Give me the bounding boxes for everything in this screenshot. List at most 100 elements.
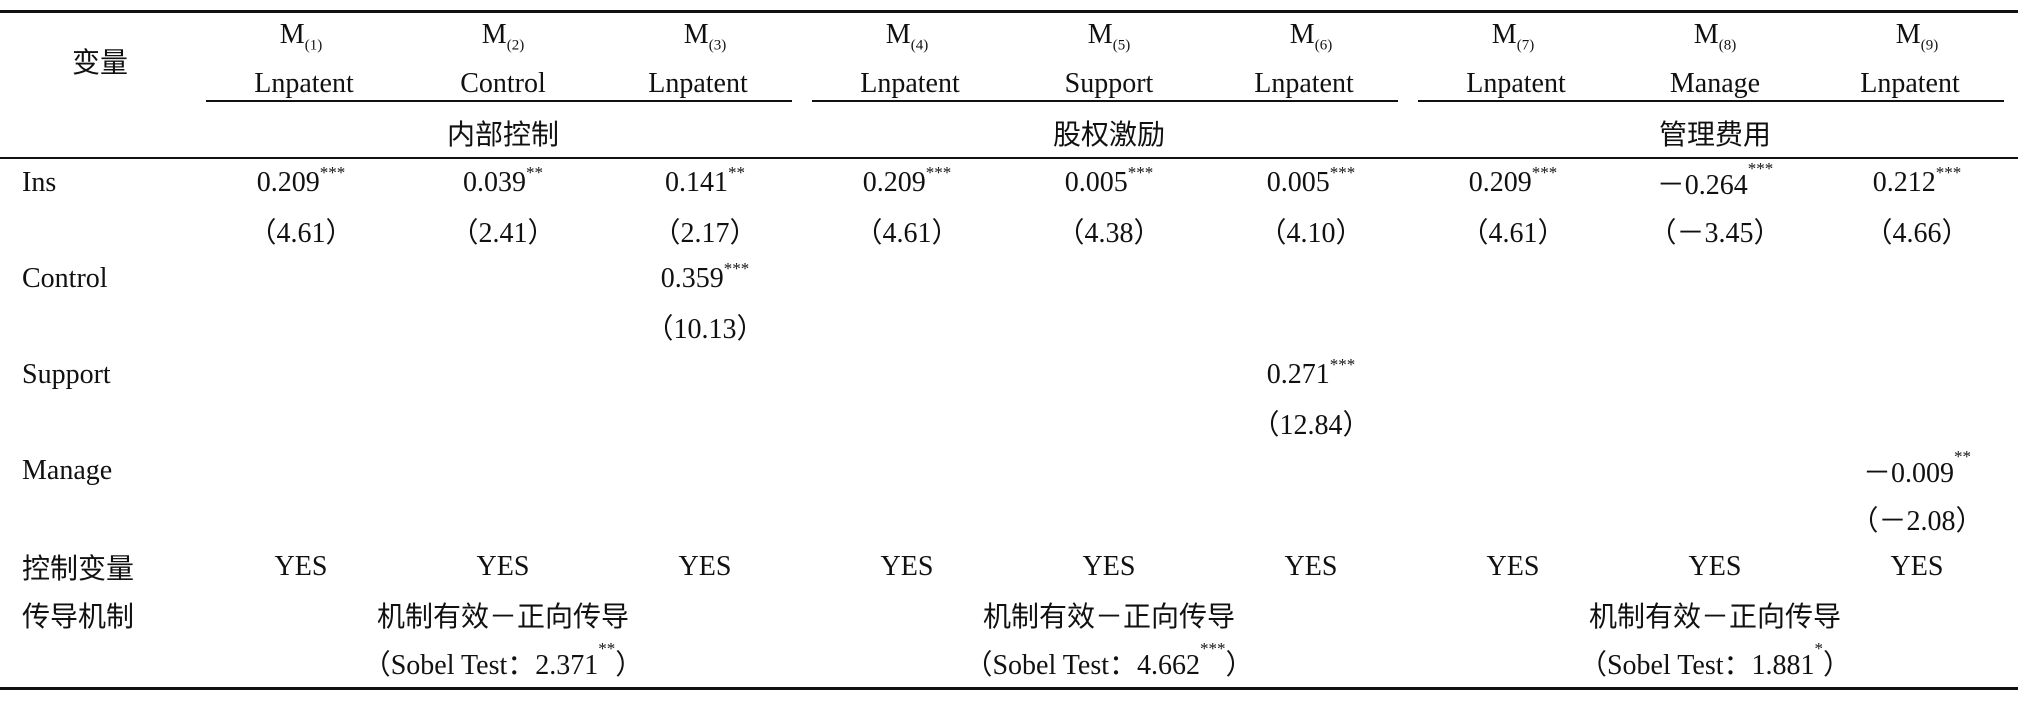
coef-cell xyxy=(1614,447,1816,495)
coef-cell xyxy=(1412,255,1614,303)
coef: 0.209 xyxy=(862,167,926,198)
t-cell xyxy=(806,495,1008,543)
model-letter: M xyxy=(1087,19,1113,51)
dep-cell: Control xyxy=(402,61,604,109)
t-cell xyxy=(200,399,402,447)
t-cell: （4.61） xyxy=(806,207,1008,255)
coef-cell xyxy=(200,351,402,399)
coef-cell: 0.209*** xyxy=(1412,158,1614,207)
sobel-stars: *** xyxy=(1200,639,1226,658)
coef-cell xyxy=(604,447,806,495)
sobel-close: ） xyxy=(1225,650,1254,681)
dep-var: Control xyxy=(402,68,604,102)
model-letter: M xyxy=(1491,19,1517,51)
coef: －0.009 xyxy=(1862,458,1954,489)
model-index: (3) xyxy=(708,37,727,54)
sobel-close: ） xyxy=(1823,650,1852,681)
stub-empty xyxy=(0,207,200,255)
coef-cell: 0.005*** xyxy=(1210,158,1412,207)
coef-cell xyxy=(1210,447,1412,495)
t-cell xyxy=(1008,495,1210,543)
t-cell: （4.61） xyxy=(200,207,402,255)
t-cell xyxy=(402,303,604,351)
dep-cell: Lnpatent xyxy=(806,61,1008,109)
coef-cell xyxy=(604,351,806,399)
model-index: (7) xyxy=(1516,37,1535,54)
stars: *** xyxy=(723,259,750,278)
coef-row: Manage －0.009** xyxy=(0,447,2018,495)
t-cell xyxy=(1210,495,1412,543)
dep-var: Lnpatent xyxy=(206,68,402,102)
t-cell xyxy=(604,495,806,543)
coef-cell xyxy=(1412,351,1614,399)
sobel-cell: （Sobel Test：1.881*） xyxy=(1412,639,2018,690)
stars: *** xyxy=(1747,159,1774,178)
mechanism-row: 传导机制 机制有效－正向传导 机制有效－正向传导 机制有效－正向传导 xyxy=(0,591,2018,639)
model-index: (5) xyxy=(1112,37,1131,54)
dep-cell: Manage xyxy=(1614,61,1816,109)
model-name: M(5) xyxy=(1008,10,1210,61)
coef: 0.359 xyxy=(660,263,724,294)
control-cell: YES xyxy=(1284,551,1338,582)
t-cell: （12.84） xyxy=(1210,399,1412,447)
t-cell: （－2.08） xyxy=(1816,495,2018,543)
t-cell xyxy=(1412,399,1614,447)
t-cell xyxy=(1412,303,1614,351)
stars: ** xyxy=(728,163,745,182)
dep-var: Manage xyxy=(1614,68,1816,102)
stars: *** xyxy=(925,163,952,182)
header-row: 变量 M(1) M(2) M(3) M(4) M(5) M(6) M(7) M(8) M(9) xyxy=(0,10,2018,109)
stub-empty xyxy=(0,495,200,543)
t-row: （10.13） xyxy=(0,303,2018,351)
mechanism-text: 机制有效－正向传导 xyxy=(376,602,629,633)
sobel-stars: ** xyxy=(598,639,616,658)
coef: 0.005 xyxy=(1266,167,1330,198)
coef: 0.039 xyxy=(463,167,526,198)
controls-row: 控制变量 YES YES YES YES YES YES YES YES YES xyxy=(0,543,2018,591)
model-letter: M xyxy=(1693,19,1719,51)
model-letter: M xyxy=(1895,19,1921,51)
stars: ** xyxy=(526,163,543,182)
coef-cell xyxy=(1008,447,1210,495)
model-index: (1) xyxy=(304,37,323,54)
coef-cell xyxy=(1412,447,1614,495)
coef-cell: －0.009** xyxy=(1816,447,2018,495)
coef-cell xyxy=(806,351,1008,399)
t-cell xyxy=(1816,399,2018,447)
sobel-text: （Sobel Test：2.371 xyxy=(362,650,599,681)
row-label: 传导机制 xyxy=(22,602,135,633)
coef-cell xyxy=(402,447,604,495)
t-stat: （12.84） xyxy=(1251,410,1371,441)
control-cell: YES xyxy=(1486,551,1540,582)
coef-row: Ins 0.209*** 0.039** 0.141** 0.209*** 0.005**… xyxy=(0,158,2018,207)
coef-row: Control 0.359*** xyxy=(0,255,2018,303)
coef: 0.005 xyxy=(1064,167,1128,198)
model-index: (8) xyxy=(1718,37,1737,54)
control-cell: YES xyxy=(1890,551,1944,582)
t-cell xyxy=(402,399,604,447)
stars: *** xyxy=(1329,163,1356,182)
control-cell: YES xyxy=(1688,551,1742,582)
row-label: Ins xyxy=(22,167,57,198)
t-cell xyxy=(1008,303,1210,351)
t-stat: （4.38） xyxy=(1056,218,1162,249)
coef-cell: 0.141** xyxy=(604,158,806,207)
coef-cell xyxy=(1008,255,1210,303)
coef-cell xyxy=(402,351,604,399)
t-cell: （4.66） xyxy=(1816,207,2018,255)
coef-cell xyxy=(1816,255,2018,303)
control-cell: YES xyxy=(880,551,934,582)
coef-cell: 0.039** xyxy=(402,158,604,207)
t-cell xyxy=(1614,399,1816,447)
model-letter: M xyxy=(1289,19,1315,51)
group-row: 内部控制 股权激励 管理费用 xyxy=(0,109,2018,159)
t-stat: （4.10） xyxy=(1258,218,1364,249)
t-stat: （－2.08） xyxy=(1850,506,1984,537)
stars: ** xyxy=(1954,447,1971,466)
model-index: (9) xyxy=(1920,37,1939,54)
sobel-text: （Sobel Test：1.881 xyxy=(1578,650,1815,681)
group-label: 内部控制 xyxy=(200,109,806,159)
model-letter: M xyxy=(279,19,305,51)
control-cell: YES xyxy=(1082,551,1136,582)
sobel-stars: * xyxy=(1814,639,1824,658)
